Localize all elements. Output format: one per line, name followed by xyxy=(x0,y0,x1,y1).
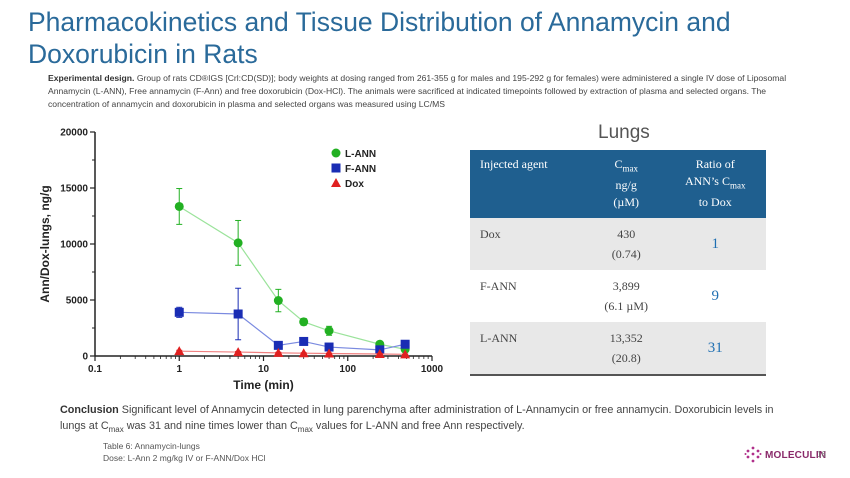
header-cmax: Cmax ng/g (µM) xyxy=(588,150,665,218)
logo-text: MOLECULIN xyxy=(765,449,827,461)
y-axis-label: Ann/Dox-lungs, ng/g xyxy=(38,185,52,302)
x-tick-label: 100 xyxy=(339,364,356,375)
pk-lungs-chart: 0 5000 10000 15000 20000 0.1 1 10 100 1000 Time (m… xyxy=(38,128,444,393)
data-point-dox xyxy=(400,349,411,359)
cell-cmax: 3,899 (6.1 µM) xyxy=(604,279,648,313)
data-point-dox xyxy=(233,347,244,357)
x-tick-label: 10 xyxy=(258,364,270,375)
x-tick-label: 0.1 xyxy=(88,364,102,375)
data-point-f-ann xyxy=(299,336,309,346)
cell-ratio: 1 xyxy=(664,218,766,270)
cell-ratio: 31 xyxy=(664,322,766,376)
y-tick-label: 10000 xyxy=(60,240,88,251)
table-row: F-ANN 3,899 (6.1 µM) 9 xyxy=(470,270,766,322)
cell-agent: Dox xyxy=(470,218,588,270)
series-line-l-ann xyxy=(178,205,406,350)
data-point-f-ann xyxy=(233,309,243,319)
table-row: Dox 430 (0.74) 1 xyxy=(470,218,766,270)
legend-marker-dox xyxy=(331,178,341,187)
y-tick-label: 5000 xyxy=(66,296,89,307)
y-tick-label: 0 xyxy=(82,352,88,363)
table-row: L-ANN 13,352 (20.8) 31 xyxy=(470,322,766,376)
data-point-dox xyxy=(374,348,385,358)
conclusion-text: Conclusion Significant level of Annamyci… xyxy=(60,404,774,435)
data-point-f-ann xyxy=(400,339,410,349)
experimental-design-text: Experimental design. Group of rats CD®IG… xyxy=(48,72,808,111)
series-line-dox xyxy=(179,350,406,355)
data-point-l-ann xyxy=(174,201,184,211)
design-body: Group of rats CD®IGS [Crl:CD(SD)]; body … xyxy=(48,73,787,109)
data-point-f-ann xyxy=(324,342,334,352)
data-point-l-ann xyxy=(273,296,283,306)
table-header-row: Injected agent Cmax ng/g (µM) Ratio of A… xyxy=(470,150,766,218)
data-point-dox xyxy=(273,347,284,357)
table-footnote: Table 6: Annamycin-lungs Dose: L-Ann 2 m… xyxy=(103,441,266,463)
data-point-dox xyxy=(174,346,185,356)
company-logo: MOLECULIN xyxy=(744,446,826,464)
data-point-l-ann xyxy=(233,238,243,248)
cell-agent: L-ANN xyxy=(470,322,588,376)
page-number: 16 xyxy=(817,450,826,459)
lungs-table-title: Lungs xyxy=(598,122,650,143)
x-tick-label: 1000 xyxy=(421,364,444,375)
cell-cmax: 13,352 (20.8) xyxy=(588,322,665,376)
data-point-l-ann xyxy=(299,317,309,327)
x-axis-label: Time (min) xyxy=(233,378,293,392)
data-point-l-ann xyxy=(324,326,334,336)
design-label: Experimental design. xyxy=(48,73,135,83)
cell-agent: F-ANN xyxy=(480,279,517,293)
cell-cmax: 430 (0.74) xyxy=(588,218,665,270)
legend-label-dox: Dox xyxy=(345,179,364,190)
cell-ratio: 9 xyxy=(711,288,719,304)
lungs-table: Injected agent Cmax ng/g (µM) Ratio of A… xyxy=(470,150,766,376)
series-line-f-ann xyxy=(179,311,406,351)
legend-marker-l-ann xyxy=(331,148,341,158)
molecule-icon xyxy=(744,446,762,463)
data-point-f-ann xyxy=(174,307,184,317)
data-point-dox xyxy=(324,348,335,358)
slide-title: Pharmacokinetics and Tissue Distribution… xyxy=(28,7,731,69)
header-ratio: Ratio of ANN’s Cmax to Dox xyxy=(664,150,766,218)
legend-label-l-ann: L-ANN xyxy=(345,149,376,160)
y-tick-label: 20000 xyxy=(60,128,88,139)
y-tick-label: 15000 xyxy=(60,184,88,195)
legend-label-f-ann: F-ANN xyxy=(345,164,376,175)
conclusion-label: Conclusion xyxy=(60,404,119,416)
legend-marker-f-ann xyxy=(331,163,341,173)
x-tick-label: 1 xyxy=(176,364,182,375)
data-point-f-ann xyxy=(273,340,283,350)
data-point-dox xyxy=(298,348,309,358)
header-injected-agent: Injected agent xyxy=(470,150,588,218)
